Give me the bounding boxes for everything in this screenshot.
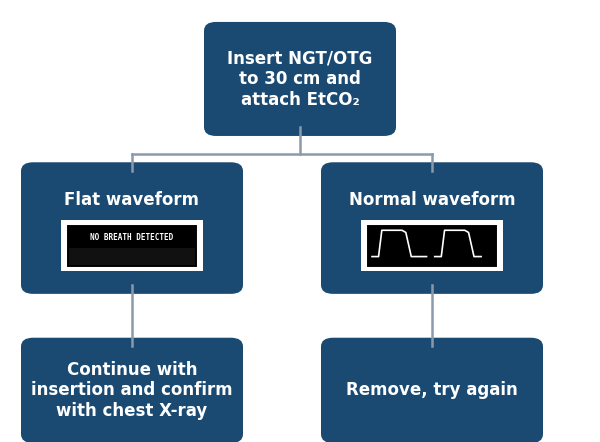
FancyBboxPatch shape xyxy=(21,338,243,442)
FancyBboxPatch shape xyxy=(366,224,498,267)
Text: Normal waveform: Normal waveform xyxy=(349,191,515,209)
FancyBboxPatch shape xyxy=(66,224,198,267)
Text: Continue with
insertion and confirm
with chest X-ray: Continue with insertion and confirm with… xyxy=(31,361,233,420)
FancyBboxPatch shape xyxy=(321,338,543,442)
FancyBboxPatch shape xyxy=(204,22,396,136)
FancyBboxPatch shape xyxy=(61,220,203,271)
Text: NO BREATH DETECTED: NO BREATH DETECTED xyxy=(91,233,173,242)
Text: Remove, try again: Remove, try again xyxy=(346,381,518,400)
Text: Insert NGT/OTG
to 30 cm and
attach EtCO₂: Insert NGT/OTG to 30 cm and attach EtCO₂ xyxy=(227,49,373,109)
FancyBboxPatch shape xyxy=(321,162,543,294)
FancyBboxPatch shape xyxy=(69,248,195,265)
FancyBboxPatch shape xyxy=(21,162,243,294)
Text: Flat waveform: Flat waveform xyxy=(65,191,199,209)
FancyBboxPatch shape xyxy=(361,220,503,271)
